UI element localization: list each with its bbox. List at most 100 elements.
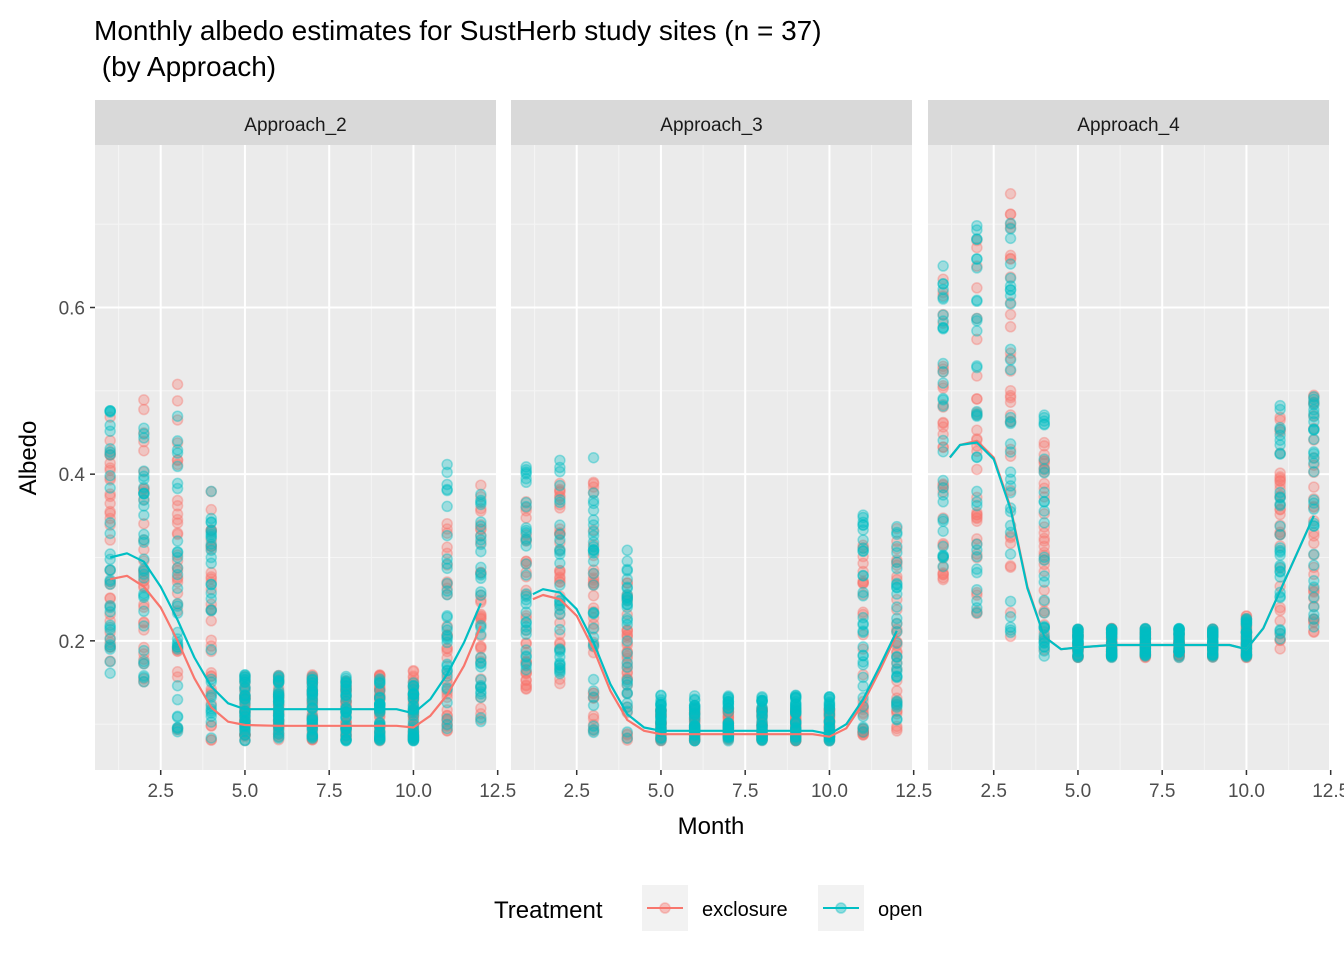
data-point (340, 712, 352, 724)
data-point (441, 610, 453, 622)
data-point (1004, 624, 1017, 636)
data-point (891, 698, 903, 711)
data-point (789, 706, 802, 718)
data-point (655, 698, 667, 711)
data-point (1240, 627, 1253, 639)
data-point (1038, 584, 1051, 597)
data-point (756, 690, 768, 703)
data-point (688, 709, 701, 721)
data-point (1274, 489, 1286, 502)
data-point (1139, 645, 1152, 657)
data-point (373, 684, 386, 696)
data-point (441, 500, 453, 513)
data-point (306, 729, 319, 742)
data-point (205, 598, 218, 610)
data-point (1240, 632, 1253, 644)
data-point (587, 564, 600, 576)
data-point (587, 519, 600, 531)
data-point (857, 608, 869, 621)
data-point (621, 555, 634, 567)
data-point (1139, 622, 1152, 635)
data-point (891, 675, 903, 687)
data-point (688, 703, 701, 715)
data-point (340, 681, 352, 694)
y-tick-label: 0.4 (59, 465, 86, 486)
data-point (373, 711, 386, 723)
data-point (475, 572, 487, 585)
data-point (171, 444, 184, 456)
data-point (722, 702, 735, 714)
data-point (373, 683, 386, 696)
data-point (857, 577, 869, 590)
data-point (1038, 576, 1051, 588)
data-point (441, 588, 453, 601)
data-point (857, 643, 869, 655)
data-point (239, 695, 251, 708)
data-point (722, 712, 735, 724)
data-point (655, 703, 667, 716)
data-point (171, 454, 184, 466)
data-point (587, 541, 600, 553)
data-point (520, 679, 532, 691)
data-point (655, 708, 667, 720)
data-point (937, 550, 949, 563)
data-point (1072, 626, 1084, 639)
data-point (722, 706, 735, 718)
x-tick-label: 5.0 (1065, 781, 1091, 802)
data-point (891, 573, 903, 586)
data-point (823, 720, 836, 732)
data-point (306, 713, 319, 725)
data-point (520, 555, 532, 568)
data-point (1038, 650, 1051, 662)
data-point (407, 688, 420, 700)
data-point (621, 674, 634, 686)
data-point (621, 563, 634, 576)
data-point (475, 479, 487, 491)
data-point (441, 704, 453, 716)
data-point (441, 578, 453, 590)
data-point (104, 633, 116, 645)
data-point (1038, 553, 1051, 566)
data-point (1105, 625, 1118, 638)
data-point (104, 406, 116, 418)
data-point (722, 705, 735, 718)
data-point (239, 729, 251, 741)
data-point (587, 504, 600, 517)
data-point (655, 735, 667, 747)
data-point (891, 556, 903, 569)
data-point (520, 461, 532, 473)
data-point (171, 725, 184, 738)
data-point (789, 691, 802, 704)
data-point (655, 694, 667, 706)
data-point (205, 703, 218, 715)
data-point (520, 667, 532, 680)
data-point (1038, 554, 1051, 566)
data-point (891, 617, 903, 630)
data-point (373, 669, 386, 682)
data-point (239, 710, 251, 723)
data-point (1274, 474, 1286, 487)
data-point (554, 645, 566, 658)
data-point (104, 516, 116, 529)
data-point (971, 463, 983, 476)
data-point (306, 689, 319, 701)
data-point (937, 540, 949, 553)
data-point (587, 725, 600, 737)
data-point (373, 730, 386, 742)
data-point (688, 718, 701, 731)
data-point (554, 498, 566, 511)
data-point (891, 645, 903, 658)
data-point (306, 684, 319, 696)
data-point (520, 666, 532, 678)
data-point (857, 625, 869, 637)
data-point (306, 732, 319, 745)
data-point (971, 550, 983, 563)
data-point (971, 511, 983, 524)
data-point (1004, 208, 1017, 220)
data-point (1038, 409, 1051, 421)
data-point (857, 542, 869, 555)
data-point (1274, 503, 1286, 516)
data-point (1004, 249, 1017, 262)
data-point (554, 493, 566, 506)
data-point (1173, 623, 1185, 635)
